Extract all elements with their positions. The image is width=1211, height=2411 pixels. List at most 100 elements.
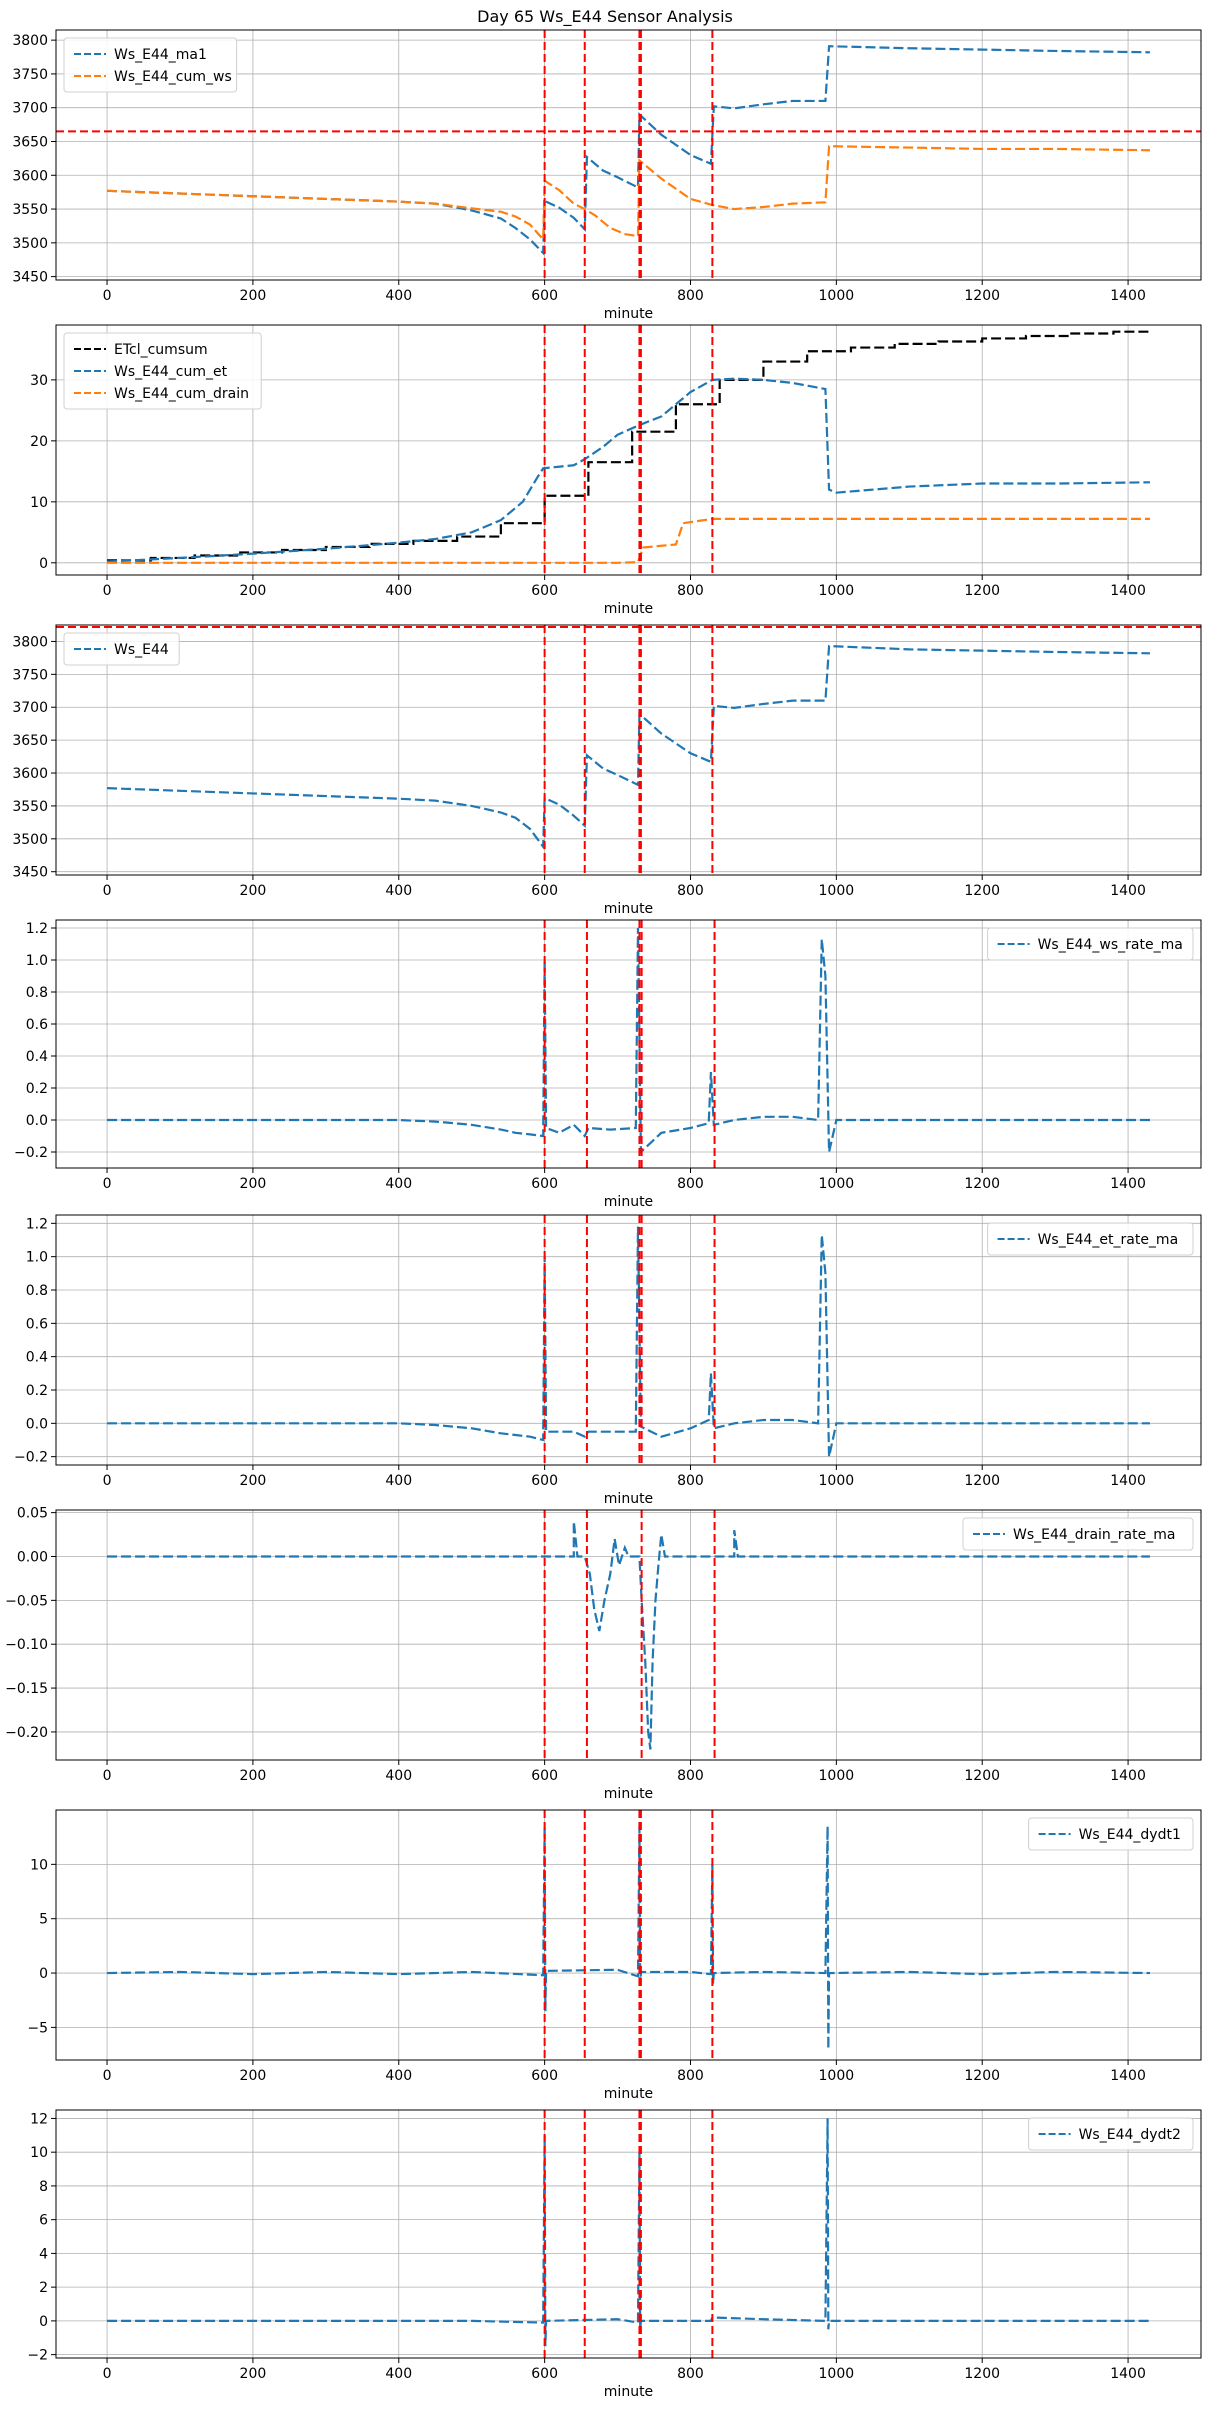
x-tick: 200	[240, 1465, 267, 1489]
y-tick-label: 0	[39, 556, 48, 572]
x-tick-label: 1000	[819, 1176, 855, 1192]
x-tick-label: 800	[677, 1473, 704, 1489]
y-tick: 3750	[12, 67, 56, 83]
x-tick-label: 800	[677, 883, 704, 899]
axes-frame	[55, 919, 1202, 1169]
y-tick: 0	[39, 2314, 56, 2330]
x-tick: 600	[531, 875, 558, 899]
x-tick-label: 1000	[819, 1768, 855, 1784]
legend: Ws_E44_dydt2	[1028, 2117, 1194, 2151]
x-tick: 1200	[964, 2358, 1000, 2382]
chart-panel-2: 0 200 400 600 800 1000 1200 1400 0 10 20 30 minute ET…	[30, 324, 1202, 617]
x-tick-label: 800	[677, 2366, 704, 2382]
y-tick-label: 3650	[12, 134, 48, 150]
series-line-1	[107, 927, 1150, 1155]
y-tick: 5	[39, 1912, 56, 1928]
x-tick-label: 1400	[1110, 288, 1146, 304]
x-axis-label: minute	[604, 1491, 653, 1507]
chart-panel-5: 0 200 400 600 800 1000 1200 1400 −0.2 0.0 0.2 0.4 0.…	[14, 1214, 1202, 1507]
y-tick: −2	[27, 2348, 56, 2364]
y-tick: 0	[39, 1966, 56, 1982]
x-tick-label: 1400	[1110, 1176, 1146, 1192]
x-tick: 400	[385, 1465, 412, 1489]
x-tick-label: 800	[677, 2068, 704, 2084]
y-tick-label: 3500	[12, 236, 48, 252]
x-tick: 1400	[1110, 1168, 1146, 1192]
legend-box	[962, 1517, 1194, 1551]
x-tick-label: 400	[385, 1473, 412, 1489]
x-tick-label: 0	[103, 883, 112, 899]
chart-panel-4: 0 200 400 600 800 1000 1200 1400 −0.2 0.0 0.2 0.4 0.…	[14, 919, 1202, 1210]
x-tick-label: 800	[677, 1768, 704, 1784]
x-tick: 1400	[1110, 875, 1146, 899]
series-line-2	[106, 377, 1150, 563]
y-tick-label: 10	[30, 1857, 48, 1873]
y-tick: 10	[30, 1857, 56, 1873]
x-tick-label: 1200	[964, 2366, 1000, 2382]
grid	[56, 30, 1201, 280]
x-tick: 800	[677, 2060, 704, 2084]
legend-label: ETcl_cumsum	[114, 342, 208, 358]
series-line-1	[107, 330, 1152, 562]
chart-panel-7: 0 200 400 600 800 1000 1200 1400 −5 0 5 10 minute Ws_…	[27, 1809, 1202, 2102]
x-tick-label: 600	[531, 1176, 558, 1192]
x-tick: 200	[240, 875, 266, 899]
y-tick: 3450	[12, 865, 56, 881]
y-tick-label: 3450	[12, 270, 48, 286]
series-line-1	[107, 2118, 1150, 2347]
x-tick-label: 1000	[819, 2068, 855, 2084]
x-tick-label: 400	[385, 2068, 412, 2084]
x-tick-label: 800	[677, 288, 704, 304]
y-tick-label: 6	[39, 2213, 48, 2229]
x-tick-label: 800	[677, 583, 704, 599]
x-tick-label: 400	[385, 1768, 412, 1784]
y-tick: −0.15	[5, 1681, 56, 1697]
y-tick-label: 0.6	[26, 1017, 48, 1033]
x-tick: 1200	[964, 575, 1000, 599]
x-tick: 200	[240, 1760, 266, 1784]
y-tick: 1.2	[26, 1216, 56, 1232]
x-axis-label: minute	[604, 306, 653, 322]
x-tick-label: 200	[240, 288, 267, 304]
y-tick-label: 3550	[12, 202, 48, 218]
x-tick-label: 400	[385, 883, 412, 899]
y-tick: 2	[39, 2280, 56, 2296]
y-tick-label: 0.6	[26, 1316, 48, 1332]
x-tick-label: 1000	[819, 288, 855, 304]
legend-label: Ws_E44_dydt1	[1079, 1827, 1181, 1843]
y-tick: 0.2	[26, 1081, 56, 1097]
x-tick: 400	[385, 280, 412, 304]
legend: Ws_E44_dydt1	[1028, 1817, 1194, 1851]
x-tick: 1400	[1110, 2060, 1146, 2084]
axes-frame	[55, 29, 1202, 281]
y-tick: 30	[30, 373, 56, 389]
chart-panels: 0 200 400 600 800 1000 1200 1400345035003550360…	[5, 29, 1202, 2400]
x-tick-label: 600	[531, 1768, 558, 1784]
axes-frame	[55, 1509, 1202, 1761]
y-tick: 0.4	[26, 1350, 56, 1366]
grid	[56, 1215, 1201, 1465]
y-tick-label: 0.05	[17, 1506, 48, 1522]
x-tick-label: 0	[103, 1176, 112, 1192]
y-tick-label: 0.4	[26, 1350, 48, 1366]
x-tick: 600	[531, 1168, 558, 1192]
y-tick-label: 0	[39, 1966, 48, 1982]
figure-title: Day 65 Ws_E44 Sensor Analysis	[477, 7, 733, 27]
y-tick: 1.0	[26, 1250, 56, 1266]
y-tick: −0.20	[5, 1725, 56, 1741]
y-tick: −0.2	[14, 1450, 56, 1466]
x-tick-label: 1000	[819, 1473, 855, 1489]
y-tick-label: 0.0	[26, 1113, 48, 1129]
y-tick-label: 3750	[12, 667, 48, 683]
legend-box	[63, 37, 238, 93]
x-tick-label: 1200	[964, 288, 1000, 304]
x-tick-label: 200	[240, 1473, 267, 1489]
x-tick: 400	[385, 2060, 412, 2084]
legend-box	[987, 1222, 1194, 1256]
x-tick-label: 1200	[964, 883, 1000, 899]
x-tick-label: 600	[531, 2068, 558, 2084]
y-tick-label: −2	[27, 2348, 48, 2364]
x-tick-label: 0	[103, 1473, 112, 1489]
x-tick: 0	[103, 2358, 112, 2382]
x-tick-label: 0	[103, 2068, 112, 2084]
